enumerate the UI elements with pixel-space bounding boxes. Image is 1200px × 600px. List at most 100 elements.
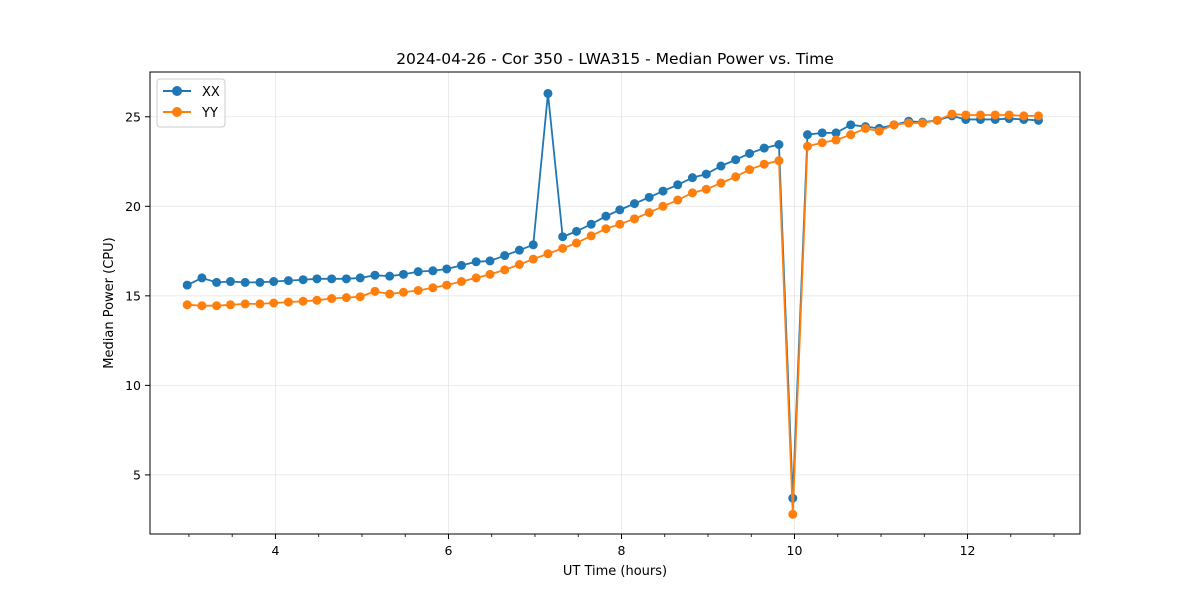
data-point-yy [197, 301, 207, 311]
data-point-yy [385, 289, 395, 299]
data-point-yy [615, 219, 625, 229]
data-point-xx [240, 277, 250, 287]
data-point-yy [918, 118, 928, 128]
data-point-xx [500, 251, 510, 261]
data-point-yy [182, 300, 192, 310]
data-point-xx [687, 173, 697, 183]
data-point-yy [212, 301, 222, 311]
data-point-yy [514, 260, 524, 269]
data-point-yy [528, 254, 538, 264]
legend-label-yy: YY [201, 106, 218, 121]
data-point-yy [947, 109, 957, 119]
data-point-xx [528, 240, 538, 250]
data-point-xx [601, 211, 611, 221]
data-point-yy [500, 265, 510, 275]
data-point-xx [774, 140, 784, 150]
legend: XX YY [156, 78, 226, 128]
x-tick-label: 10 [787, 543, 803, 558]
data-point-xx [283, 276, 293, 286]
data-point-yy [485, 269, 495, 279]
data-point-xx [731, 155, 741, 165]
data-point-yy [327, 294, 337, 304]
data-point-xx [558, 232, 568, 242]
x-axis-label: UT Time (hours) [563, 564, 667, 579]
data-point-xx [658, 186, 668, 196]
data-point-xx [182, 280, 192, 290]
grid [150, 72, 1080, 534]
data-point-yy [240, 299, 250, 309]
data-point-yy [644, 208, 654, 218]
data-point-yy [802, 141, 812, 151]
data-point-xx [831, 128, 841, 138]
data-point-yy [1004, 110, 1014, 120]
data-point-xx [355, 273, 365, 283]
data-point-yy [370, 286, 380, 296]
data-point-yy [442, 280, 452, 290]
data-point-yy [629, 214, 639, 224]
data-point-yy [817, 138, 827, 148]
data-point-yy [283, 297, 293, 307]
data-point-xx [413, 267, 423, 277]
data-point-yy [687, 188, 697, 198]
data-point-xx [456, 260, 466, 270]
y-axis-label: Median Power (CPU) [102, 237, 117, 368]
data-point-yy [846, 130, 856, 140]
x-tick-label: 4 [271, 543, 279, 558]
data-point-yy [1019, 111, 1029, 121]
series-yy [182, 109, 1043, 519]
data-point-yy [428, 283, 438, 293]
data-point-yy [312, 295, 322, 305]
data-point-yy [398, 287, 408, 297]
data-point-xx [716, 161, 726, 171]
data-point-yy [355, 292, 365, 302]
data-point-yy [976, 110, 986, 120]
data-point-yy [543, 249, 553, 259]
data-point-yy [904, 118, 914, 128]
data-point-xx [586, 219, 596, 229]
data-point-yy [745, 165, 755, 175]
data-point-xx [370, 270, 380, 280]
data-point-yy [413, 285, 423, 295]
data-point-yy [658, 201, 668, 211]
data-point-yy [255, 299, 265, 309]
data-point-yy [889, 120, 899, 130]
data-point-xx [225, 277, 235, 287]
legend-marker-yy [172, 107, 182, 117]
data-point-xx [701, 169, 711, 179]
x-tick-label: 12 [960, 543, 976, 558]
data-point-yy [788, 509, 798, 519]
data-point-yy [860, 123, 870, 133]
data-point-xx [572, 226, 581, 236]
data-point-xx [759, 143, 769, 153]
data-point-yy [1033, 111, 1043, 121]
y-tick-label: 20 [125, 199, 141, 214]
data-point-xx [269, 277, 279, 287]
data-point-xx [514, 245, 524, 255]
data-point-yy [731, 172, 741, 182]
x-tick-label: 8 [618, 543, 626, 558]
data-point-yy [932, 115, 942, 125]
data-point-yy [673, 195, 683, 205]
data-point-xx [644, 192, 654, 202]
data-point-xx [312, 274, 322, 284]
data-point-yy [831, 135, 841, 145]
data-point-xx [629, 199, 639, 209]
data-point-xx [745, 148, 755, 158]
data-point-xx [212, 277, 222, 287]
data-point-yy [341, 293, 351, 303]
data-point-xx [298, 275, 308, 285]
data-point-xx [385, 271, 395, 281]
data-point-yy [471, 273, 481, 283]
data-point-yy [456, 277, 466, 287]
y-tick-label: 15 [125, 288, 141, 303]
data-point-xx [802, 130, 812, 140]
tick-layer: 4 6 8 10 12 5 10 15 20 25 [125, 109, 1055, 558]
data-point-yy [298, 296, 308, 306]
data-point-yy [269, 298, 279, 308]
data-point-yy [961, 110, 971, 120]
data-point-xx [615, 205, 625, 215]
data-point-xx [673, 180, 683, 190]
data-point-xx [398, 269, 408, 279]
data-point-xx [428, 266, 438, 276]
